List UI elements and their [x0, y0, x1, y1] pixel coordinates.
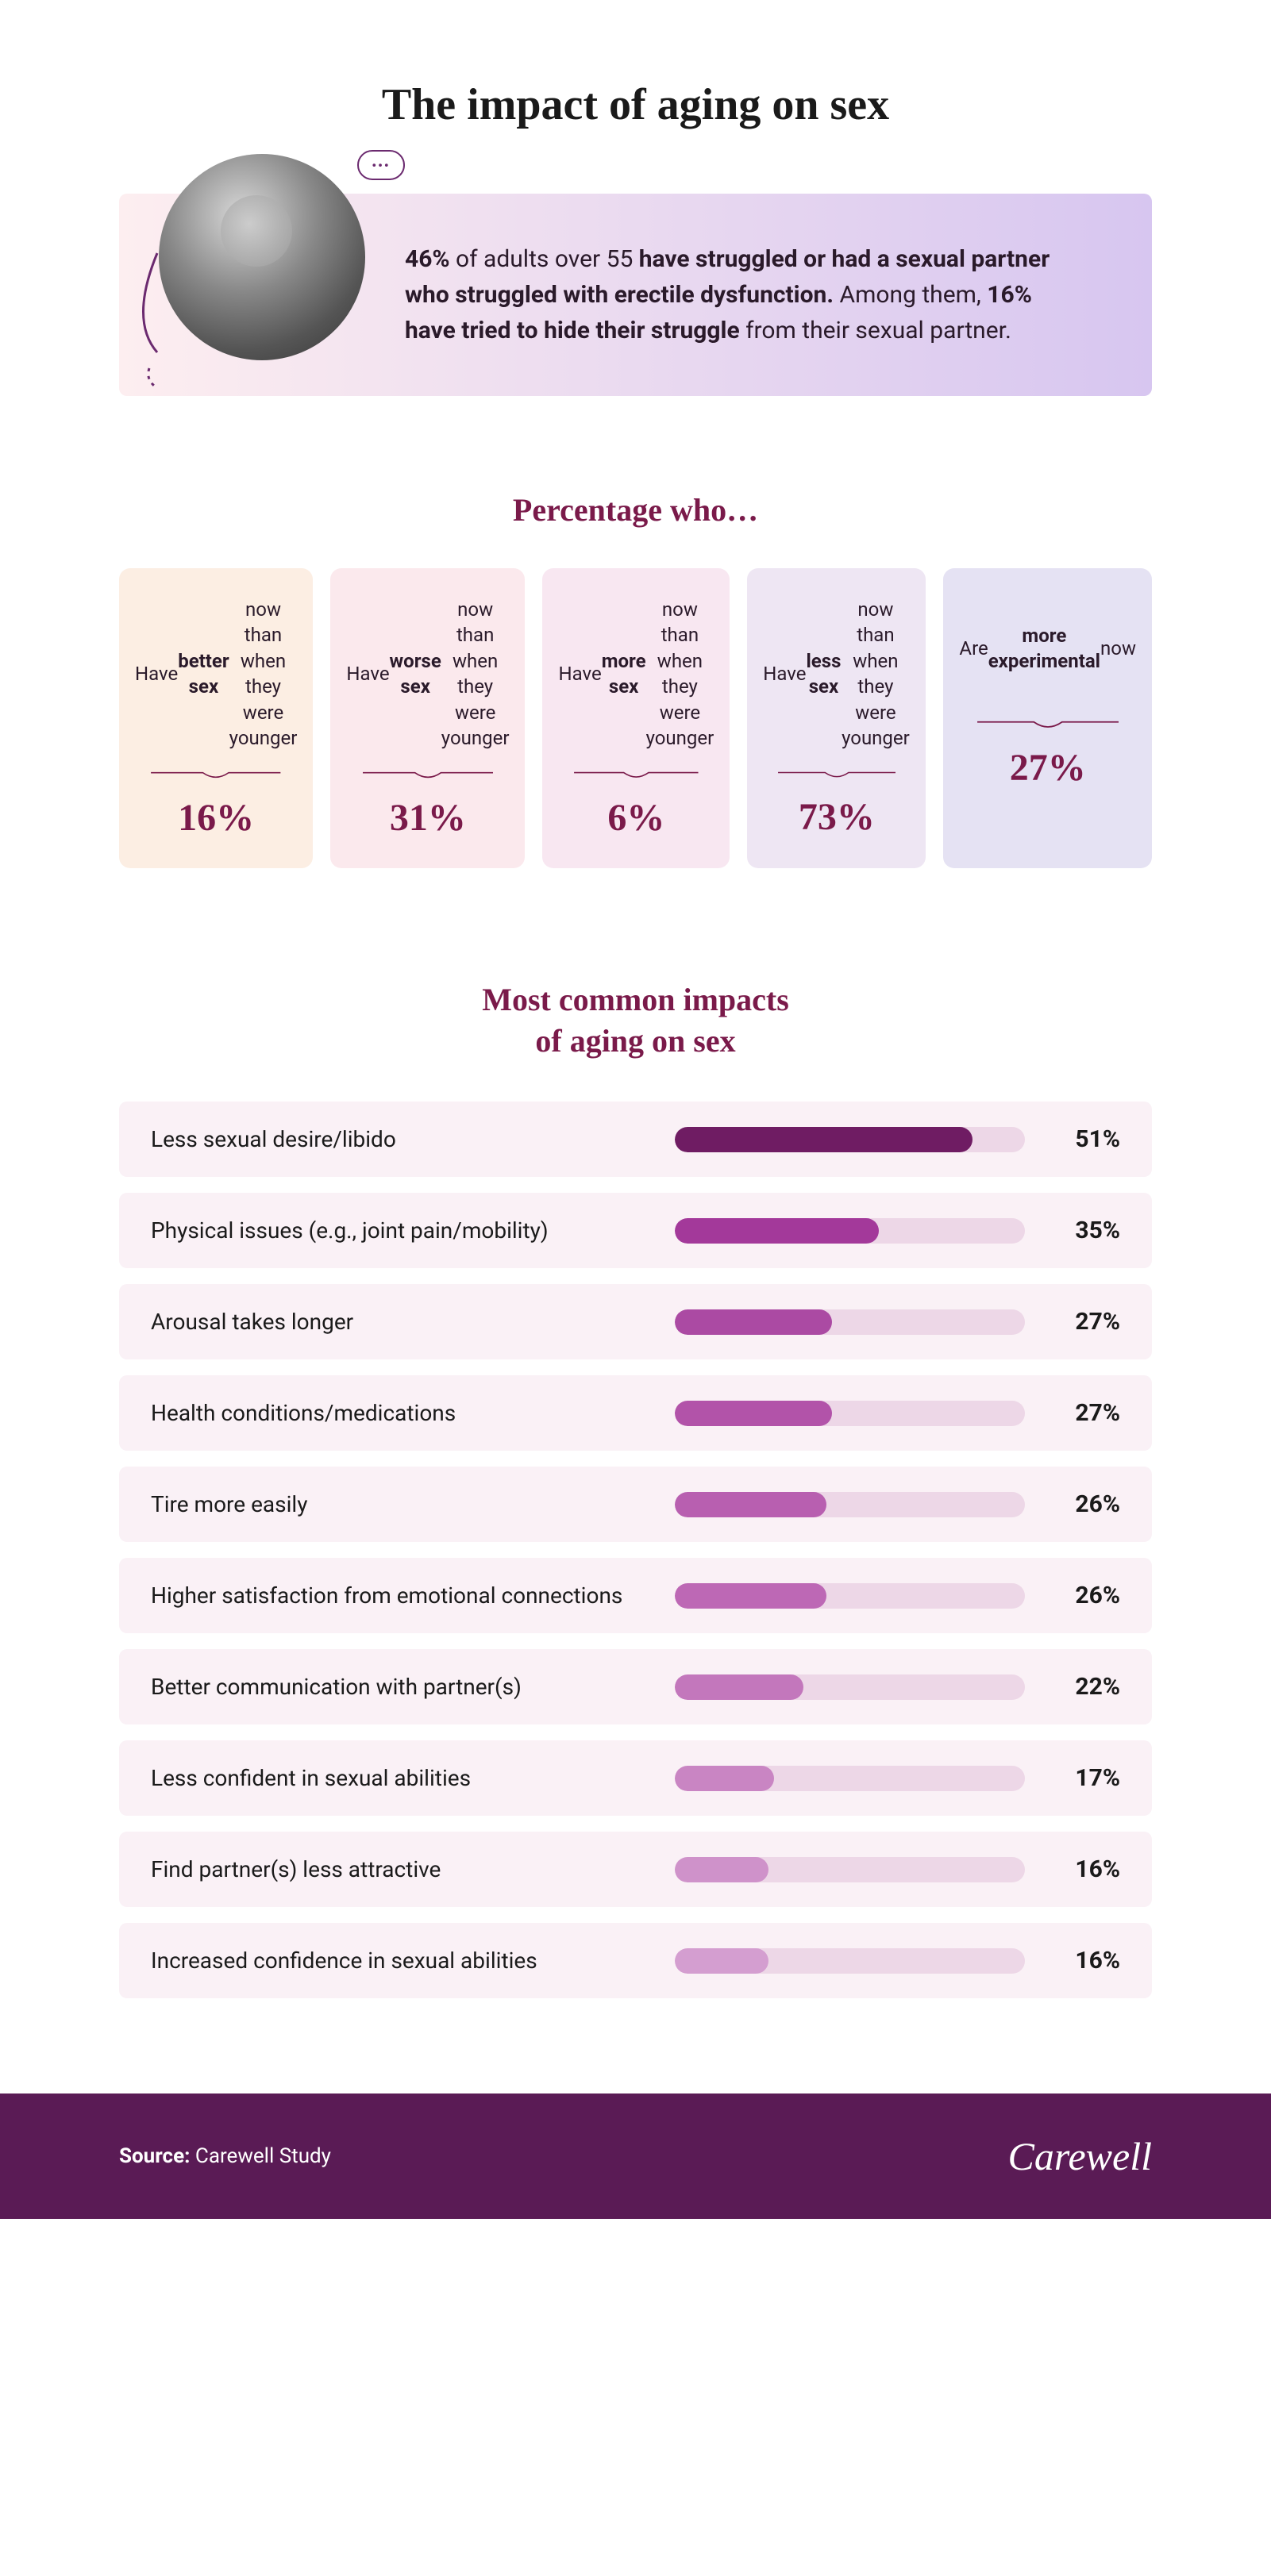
- bars-list: Less sexual desire/libido 51% Physical iss…: [119, 1102, 1152, 1998]
- card-divider-icon: [151, 771, 280, 782]
- percentage-section-title: Percentage who…: [119, 491, 1152, 529]
- bar-fill: [675, 1309, 832, 1335]
- bar-row: Better communication with partner(s) 22%: [119, 1649, 1152, 1724]
- bar-label: Tire more easily: [151, 1491, 651, 1517]
- bar-row: Less sexual desire/libido 51%: [119, 1102, 1152, 1177]
- bar-label: Arousal takes longer: [151, 1309, 651, 1335]
- bar-fill: [675, 1857, 768, 1882]
- card-divider-icon: [574, 771, 699, 782]
- bar-value: 26%: [1049, 1582, 1120, 1609]
- hero-curve-icon: [133, 249, 165, 392]
- percentage-card-label: Are more experimental now: [959, 597, 1136, 700]
- bar-value: 35%: [1049, 1217, 1120, 1244]
- percentage-card-value: 27%: [1010, 746, 1086, 790]
- hero-photo: [159, 154, 365, 360]
- bar-value: 27%: [1049, 1399, 1120, 1427]
- percentage-card: Have better sex now than when they were …: [119, 568, 313, 868]
- bar-label: Better communication with partner(s): [151, 1674, 651, 1700]
- bar-row: Arousal takes longer 27%: [119, 1284, 1152, 1359]
- bar-fill: [675, 1583, 826, 1609]
- bar-track: [675, 1127, 1025, 1152]
- card-divider-icon: [778, 771, 895, 781]
- bar-value: 16%: [1049, 1855, 1120, 1883]
- bar-row: Health conditions/medications 27%: [119, 1375, 1152, 1451]
- bar-track: [675, 1766, 1025, 1791]
- hero-banner: ••• 46% of adults over 55 have struggled…: [119, 194, 1152, 396]
- bar-label: Find partner(s) less attractive: [151, 1856, 651, 1882]
- bar-row: Physical issues (e.g., joint pain/mobili…: [119, 1193, 1152, 1268]
- bar-row: Find partner(s) less attractive 16%: [119, 1832, 1152, 1907]
- percentage-card-label: Have more sex now than when they were yo…: [558, 597, 714, 751]
- speech-bubble-icon: •••: [357, 150, 405, 180]
- percentage-card-value: 73%: [799, 795, 875, 839]
- bar-fill: [675, 1948, 768, 1974]
- bar-fill: [675, 1766, 774, 1791]
- bar-value: 27%: [1049, 1308, 1120, 1336]
- percentage-card-label: Have better sex now than when they were …: [135, 597, 297, 751]
- percentage-card: Have more sex now than when they were yo…: [542, 568, 730, 868]
- percentage-card: Have less sex now than when they were yo…: [747, 568, 926, 868]
- bar-label: Less confident in sexual abilities: [151, 1765, 651, 1791]
- percentage-card-label: Have worse sex now than when they were y…: [346, 597, 509, 751]
- percentage-card: Are more experimental now 27%: [943, 568, 1152, 868]
- bar-fill: [675, 1218, 879, 1244]
- bar-track: [675, 1218, 1025, 1244]
- hero-text: 46% of adults over 55 have struggled or …: [405, 241, 1088, 348]
- bar-label: Physical issues (e.g., joint pain/mobili…: [151, 1217, 651, 1244]
- bar-label: Increased confidence in sexual abilities: [151, 1947, 651, 1974]
- footer: Source: Carewell Study Carewell: [0, 2093, 1271, 2219]
- percentage-card-value: 16%: [178, 796, 254, 840]
- percentage-card: Have worse sex now than when they were y…: [330, 568, 525, 868]
- bar-fill: [675, 1401, 832, 1426]
- bar-fill: [675, 1674, 803, 1700]
- percentage-card-value: 31%: [390, 796, 466, 840]
- page-title: The impact of aging on sex: [119, 79, 1152, 130]
- bar-row: Tire more easily 26%: [119, 1467, 1152, 1542]
- card-divider-icon: [363, 771, 493, 782]
- bar-value: 16%: [1049, 1947, 1120, 1974]
- bar-fill: [675, 1127, 973, 1152]
- bar-track: [675, 1674, 1025, 1700]
- bar-value: 26%: [1049, 1490, 1120, 1518]
- bars-section-title: Most common impactsof aging on sex: [119, 979, 1152, 1062]
- bar-track: [675, 1857, 1025, 1882]
- percentage-card-label: Have less sex now than when they were yo…: [763, 597, 910, 751]
- bar-label: Higher satisfaction from emotional conne…: [151, 1582, 651, 1609]
- bar-track: [675, 1492, 1025, 1517]
- footer-source: Source: Carewell Study: [119, 2144, 331, 2168]
- bar-fill: [675, 1492, 826, 1517]
- percentage-cards-row: Have better sex now than when they were …: [119, 568, 1152, 868]
- card-divider-icon: [977, 721, 1119, 732]
- bar-row: Higher satisfaction from emotional conne…: [119, 1558, 1152, 1633]
- bar-value: 22%: [1049, 1673, 1120, 1701]
- bar-label: Health conditions/medications: [151, 1400, 651, 1426]
- percentage-card-value: 6%: [607, 796, 664, 840]
- bar-label: Less sexual desire/libido: [151, 1126, 651, 1152]
- bar-value: 51%: [1049, 1125, 1120, 1153]
- footer-source-label: Source:: [119, 2144, 190, 2168]
- bar-track: [675, 1583, 1025, 1609]
- footer-source-value: Carewell Study: [195, 2144, 331, 2168]
- bar-track: [675, 1309, 1025, 1335]
- bar-value: 17%: [1049, 1764, 1120, 1792]
- bar-row: Less confident in sexual abilities 17%: [119, 1740, 1152, 1816]
- footer-brand-logo: Carewell: [1008, 2133, 1152, 2179]
- bar-track: [675, 1948, 1025, 1974]
- bar-track: [675, 1401, 1025, 1426]
- bar-row: Increased confidence in sexual abilities…: [119, 1923, 1152, 1998]
